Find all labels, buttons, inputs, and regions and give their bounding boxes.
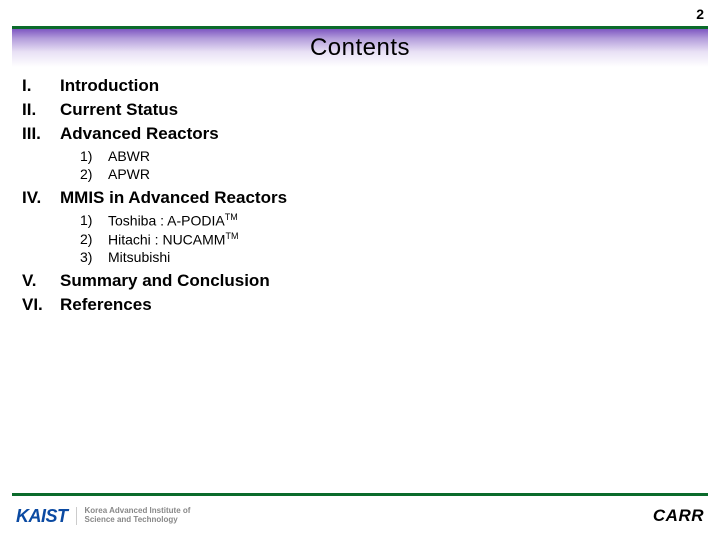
item-numeral: II. (22, 100, 60, 120)
sublist-advanced-reactors: 1) ABWR 2) APWR (80, 148, 698, 182)
subitem-hitachi: 2) Hitachi : NUCAMMTM (80, 231, 698, 248)
subitem-numeral: 2) (80, 166, 108, 182)
subitem-apwr: 2) APWR (80, 166, 698, 182)
kaist-subtitle: Korea Advanced Institute of Science and … (76, 507, 191, 525)
item-current-status: II. Current Status (22, 100, 698, 120)
subitem-mitsubishi: 3) Mitsubishi (80, 249, 698, 265)
item-label: Introduction (60, 76, 159, 96)
item-numeral: IV. (22, 188, 60, 208)
subitem-label: Toshiba : A-PODIATM (108, 212, 238, 229)
item-advanced-reactors: III. Advanced Reactors (22, 124, 698, 144)
item-label: Current Status (60, 100, 178, 120)
title-banner: Contents (12, 29, 708, 67)
subitem-abwr: 1) ABWR (80, 148, 698, 164)
subitem-label: Hitachi : NUCAMMTM (108, 231, 238, 248)
subitem-numeral: 1) (80, 212, 108, 229)
subitem-numeral: 2) (80, 231, 108, 248)
item-numeral: V. (22, 271, 60, 291)
subitem-numeral: 3) (80, 249, 108, 265)
footer: KAIST Korea Advanced Institute of Scienc… (16, 502, 704, 530)
item-summary: V. Summary and Conclusion (22, 271, 698, 291)
kaist-logo: KAIST (16, 506, 68, 527)
trademark-sup: TM (225, 212, 238, 222)
item-label: Summary and Conclusion (60, 271, 270, 291)
subitem-toshiba: 1) Toshiba : A-PODIATM (80, 212, 698, 229)
subitem-label-text: Hitachi : NUCAMM (108, 231, 225, 247)
contents-list: I. Introduction II. Current Status III. … (22, 76, 698, 319)
item-mmis: IV. MMIS in Advanced Reactors (22, 188, 698, 208)
item-introduction: I. Introduction (22, 76, 698, 96)
item-references: VI. References (22, 295, 698, 315)
item-label: MMIS in Advanced Reactors (60, 188, 287, 208)
item-numeral: III. (22, 124, 60, 144)
kaist-block: KAIST Korea Advanced Institute of Scienc… (16, 506, 190, 527)
subitem-label: APWR (108, 166, 150, 182)
item-label: Advanced Reactors (60, 124, 219, 144)
bottom-rule (12, 493, 708, 496)
page-number: 2 (696, 6, 704, 22)
item-numeral: I. (22, 76, 60, 96)
title-text: Contents (310, 34, 410, 62)
subitem-label: ABWR (108, 148, 150, 164)
subitem-numeral: 1) (80, 148, 108, 164)
carr-logo: CARR (653, 506, 704, 526)
subitem-label: Mitsubishi (108, 249, 170, 265)
item-numeral: VI. (22, 295, 60, 315)
subitem-label-text: Toshiba : A-PODIA (108, 213, 225, 229)
sublist-mmis: 1) Toshiba : A-PODIATM 2) Hitachi : NUCA… (80, 212, 698, 265)
trademark-sup: TM (225, 231, 238, 241)
slide: 2 Contents I. Introduction II. Current S… (0, 0, 720, 540)
kaist-sub-line2: Science and Technology (85, 516, 191, 525)
item-label: References (60, 295, 152, 315)
